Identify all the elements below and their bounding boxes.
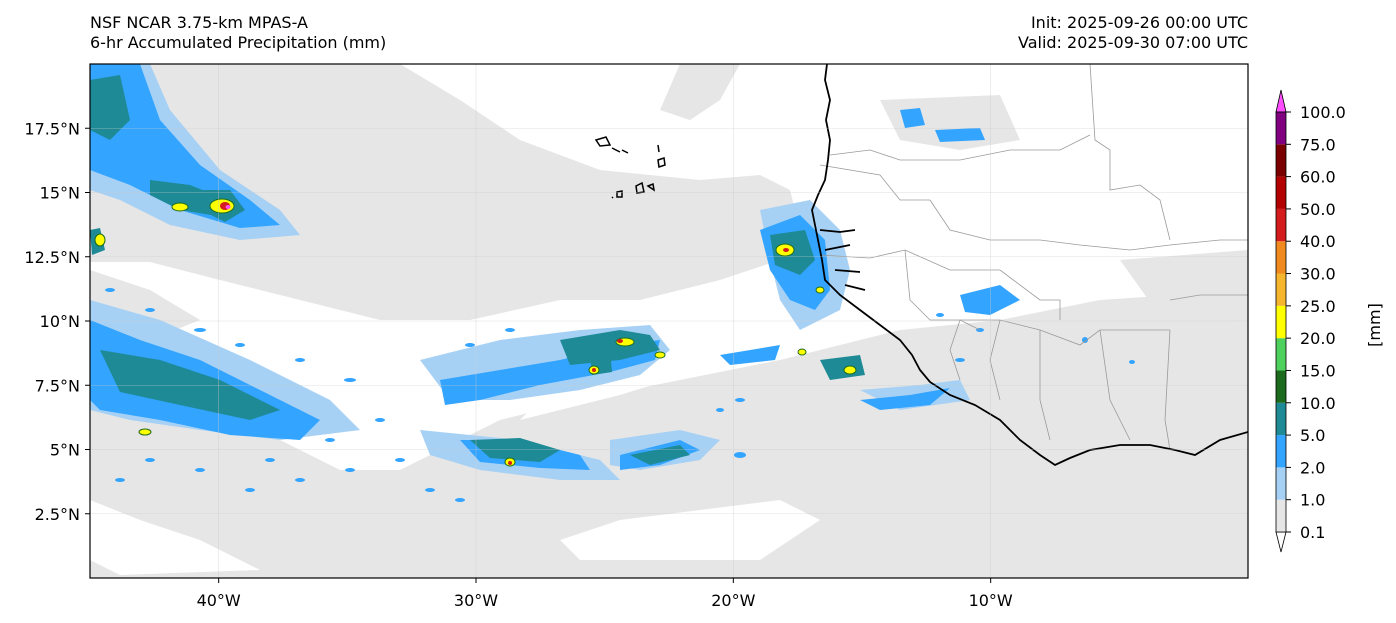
colorbar-level-label: 1.0 [1300,491,1325,510]
precip-extreme-cells [220,202,789,465]
colorbar-level-label: 5.0 [1300,426,1325,445]
colorbar-segment [1276,176,1286,209]
lat-tick-labels: 17.5°N 15°N 12.5°N 10°N 7.5°N 5°N 2.5°N [24,119,90,524]
colorbar-level-label: 0.1 [1300,523,1325,542]
colorbar-segment [1276,402,1286,436]
lon-tick-label: 40°W [197,591,241,610]
scattered-showers [105,288,1135,502]
colorbar-segment [1276,499,1286,532]
lon-tick-label: 10°W [969,591,1013,610]
lat-tick-label: 5°N [50,441,80,460]
colorbar-segment [1276,435,1286,468]
gridlines [90,64,1248,578]
colorbar-segment [1276,112,1286,145]
field-title: 6-hr Accumulated Precipitation (mm) [90,33,387,52]
title-right: Init: 2025-09-26 00:00 UTC Valid: 2025-0… [1018,13,1248,53]
lon-tick-labels: 40°W 30°W 20°W 10°W [197,578,1013,610]
lat-tick-label: 12.5°N [24,248,80,267]
valid-time: Valid: 2025-09-30 07:00 UTC [1017,33,1248,52]
lat-tick-label: 15°N [40,184,80,203]
colorbar-level-label: 50.0 [1300,200,1336,219]
colorbar-segment [1276,338,1286,371]
colorbar-extend-high [1275,89,1287,113]
colorbar-segment [1276,467,1286,500]
lat-tick-label: 10°N [40,312,80,331]
lat-tick-label: 17.5°N [24,119,80,138]
colorbar-level-label: 40.0 [1300,232,1336,251]
colorbar-segment [1276,273,1286,306]
lon-tick-label: 30°W [454,591,498,610]
map-area [90,64,1248,578]
model-title: NSF NCAR 3.75-km MPAS-A [90,13,308,32]
colorbar-level-label: 2.0 [1300,458,1325,477]
title-left: NSF NCAR 3.75-km MPAS-A 6-hr Accumulated… [90,13,386,53]
colorbar-level-label: 15.0 [1300,361,1336,380]
colorbar-level-label: 60.0 [1300,168,1336,187]
colorbar-segment [1276,144,1286,177]
colorbar-segment [1276,370,1286,403]
lat-tick-label: 2.5°N [35,505,80,524]
colorbar-level-label: 10.0 [1300,394,1336,413]
colorbar: 0.1 1.0 2.0 5.0 10.0 15.0 20.0 25.0 30.0 40.0 50.0… [1275,89,1346,553]
colorbar-level-label: 20.0 [1300,329,1336,348]
colorbar-segment [1276,305,1286,339]
colorbar-level-label: 100.0 [1300,103,1346,122]
colorbar-level-label: 75.0 [1300,135,1336,154]
colorbar-segment [1276,241,1286,274]
colorbar-frame [1275,111,1287,533]
init-time: Init: 2025-09-26 00:00 UTC [1030,13,1248,32]
lon-tick-label: 20°W [711,591,755,610]
colorbar-unit-label: [mm] [1365,303,1384,347]
lat-tick-label: 7.5°N [35,376,80,395]
colorbar-level-label: 30.0 [1300,265,1336,284]
colorbar-level-label: 25.0 [1300,297,1336,316]
colorbar-segment [1276,208,1286,242]
country-borders [819,64,1248,451]
cape-verde-islands [594,136,666,199]
precip-peak-cells [225,205,231,209]
coastline [811,64,1248,467]
colorbar-extend-low [1275,531,1287,553]
